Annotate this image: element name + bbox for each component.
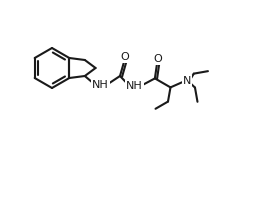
Text: NH: NH — [126, 81, 143, 91]
Text: O: O — [121, 52, 129, 62]
Text: O: O — [154, 54, 162, 64]
Text: N: N — [183, 76, 191, 86]
Text: NH: NH — [92, 80, 109, 90]
